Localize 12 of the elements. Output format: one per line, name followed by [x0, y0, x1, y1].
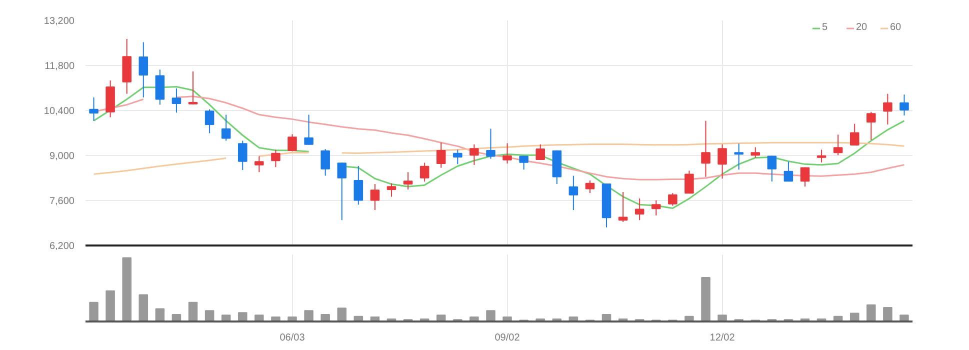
y-tick-label: 11,800: [44, 61, 75, 72]
legend-label: 20: [856, 22, 868, 33]
x-tick-label: 06/03: [280, 332, 306, 344]
y-tick-label: 10,400: [44, 106, 75, 117]
legend-label: 60: [890, 22, 902, 33]
y-tick-label: 7,600: [49, 196, 75, 207]
legend-label: 5: [822, 22, 829, 33]
x-tick-label: 12/02: [710, 332, 736, 344]
y-tick-label: 13,200: [44, 16, 75, 27]
x-tick-label: 09/02: [494, 332, 520, 344]
y-tick-label: 6,200: [49, 241, 75, 252]
y-tick-label: 9,000: [49, 151, 75, 162]
